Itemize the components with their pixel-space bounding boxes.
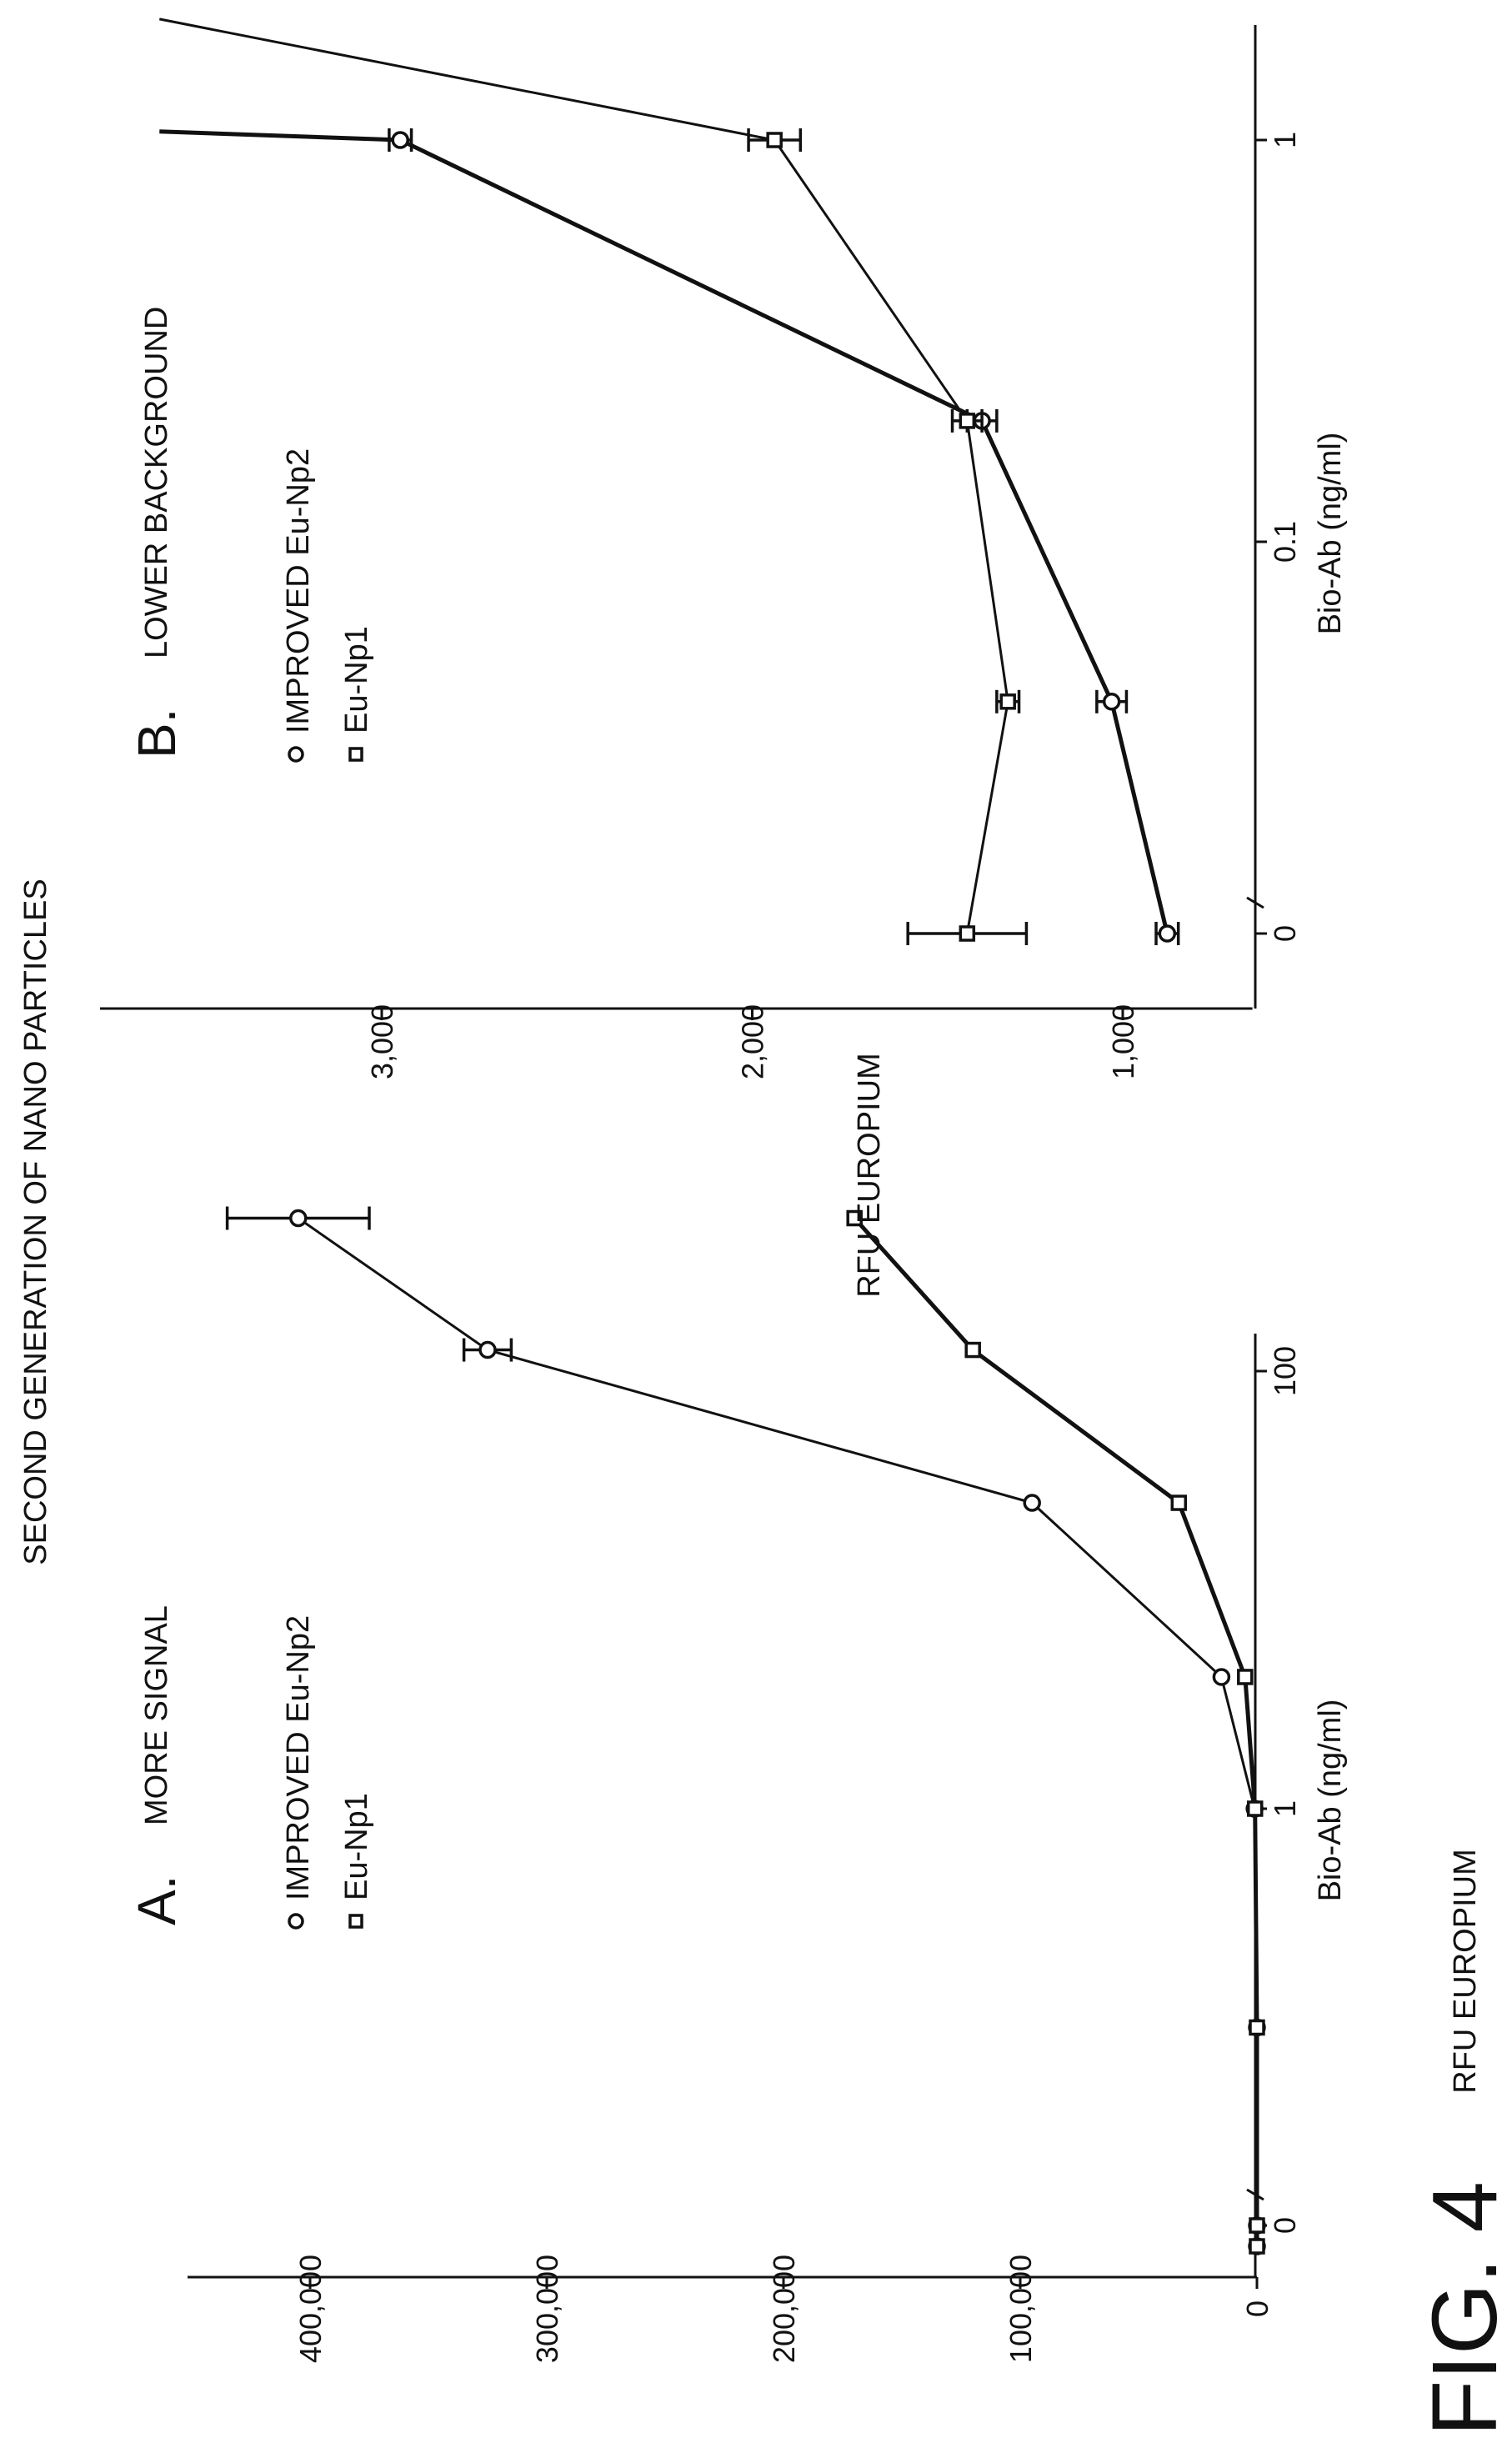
panel-b-legend: IMPROVED Eu-Np2 Eu-Np1 bbox=[281, 448, 374, 763]
data-point-np1 bbox=[964, 1341, 981, 1359]
data-point-np1 bbox=[1249, 2019, 1265, 2036]
panel-a-ylabel: RFU EUROPIUM bbox=[1448, 1849, 1483, 2093]
legend-circle-icon bbox=[288, 746, 304, 763]
panel-a-legend-np1: Eu-Np1 bbox=[339, 1793, 374, 1900]
figure-title: SECOND GENERATION OF NANO PARTICLES bbox=[18, 879, 53, 1564]
panel-b-letter: B. bbox=[127, 708, 187, 758]
x-tick-label: 1 bbox=[1268, 132, 1302, 148]
data-point-np1 bbox=[999, 693, 1016, 710]
legend-square-icon bbox=[348, 1914, 363, 1929]
panel-b-title: LOWER BACKGROUND bbox=[139, 307, 174, 658]
panel-a-legend: IMPROVED Eu-Np2 Eu-Np1 bbox=[281, 1615, 374, 1930]
data-point-np2 bbox=[1158, 924, 1177, 943]
panel-a-xlabel: Bio-Ab (ng/ml) bbox=[1313, 1700, 1348, 1902]
panel-a-legend-np2: IMPROVED Eu-Np2 bbox=[281, 1615, 316, 1900]
panel-a-title: MORE SIGNAL bbox=[139, 1605, 174, 1825]
data-point-np1 bbox=[766, 132, 783, 148]
panel-b-ylabel: RFU EUROPIUM bbox=[852, 1053, 887, 1297]
y-tick-label: 2,000 bbox=[736, 1004, 770, 1079]
series-line-np2 bbox=[297, 1217, 1259, 2246]
data-point-np1 bbox=[1246, 1800, 1264, 1817]
data-point-np2 bbox=[391, 131, 409, 149]
panel-a: A. MORE SIGNAL IMPROVED Eu-Np2 Eu-Np1 RF… bbox=[127, 1206, 1483, 2363]
x-tick-label: 0.1 bbox=[1268, 521, 1302, 563]
data-point-np1 bbox=[1249, 2217, 1265, 2234]
series-line-np1 bbox=[853, 1216, 1259, 2246]
x-tick-label: 0 bbox=[1268, 925, 1302, 942]
data-point-np2 bbox=[478, 1340, 497, 1359]
x-tick-label: 0 bbox=[1268, 2217, 1302, 2234]
data-point-np1 bbox=[1237, 1669, 1254, 1685]
data-point-np2 bbox=[289, 1209, 308, 1228]
figure-label: FIG. 4 bbox=[1414, 2181, 1512, 2436]
y-tick-label: 1,000 bbox=[1106, 1004, 1140, 1079]
panel-b-legend-np2: IMPROVED Eu-Np2 bbox=[281, 448, 316, 733]
legend-circle-icon bbox=[288, 1913, 304, 1930]
y-tick-label: 200,000 bbox=[767, 2255, 801, 2363]
x-tick-label: 100 bbox=[1268, 1346, 1302, 1396]
data-point-np2 bbox=[1212, 1668, 1231, 1686]
panel-a-letter: A. bbox=[127, 1875, 187, 1925]
axis-break bbox=[1246, 896, 1264, 909]
data-point-np2 bbox=[1102, 693, 1121, 711]
y-tick-label: 3,000 bbox=[365, 1004, 399, 1079]
y-tick-label: 0 bbox=[1240, 2300, 1274, 2317]
data-point-np1 bbox=[959, 925, 976, 942]
panel-b-legend-np1: Eu-Np1 bbox=[339, 626, 374, 733]
data-point-np2 bbox=[1023, 1494, 1041, 1512]
y-tick-label: 400,000 bbox=[293, 2255, 328, 2363]
data-point-np1 bbox=[846, 1209, 863, 1227]
panel-b: B. LOWER BACKGROUND IMPROVED Eu-Np2 Eu-N… bbox=[100, 18, 1348, 1298]
data-point-np1 bbox=[1249, 2238, 1265, 2255]
panel-b-xlabel: Bio-Ab (ng/ml) bbox=[1313, 433, 1348, 635]
y-tick-label: 100,000 bbox=[1004, 2255, 1038, 2363]
data-point-np1 bbox=[959, 413, 976, 429]
y-tick-label: 300,000 bbox=[530, 2255, 564, 2363]
legend-square-icon bbox=[348, 747, 363, 762]
x-tick-label: 1 bbox=[1268, 1800, 1302, 1817]
data-point-np1 bbox=[1170, 1494, 1188, 1511]
